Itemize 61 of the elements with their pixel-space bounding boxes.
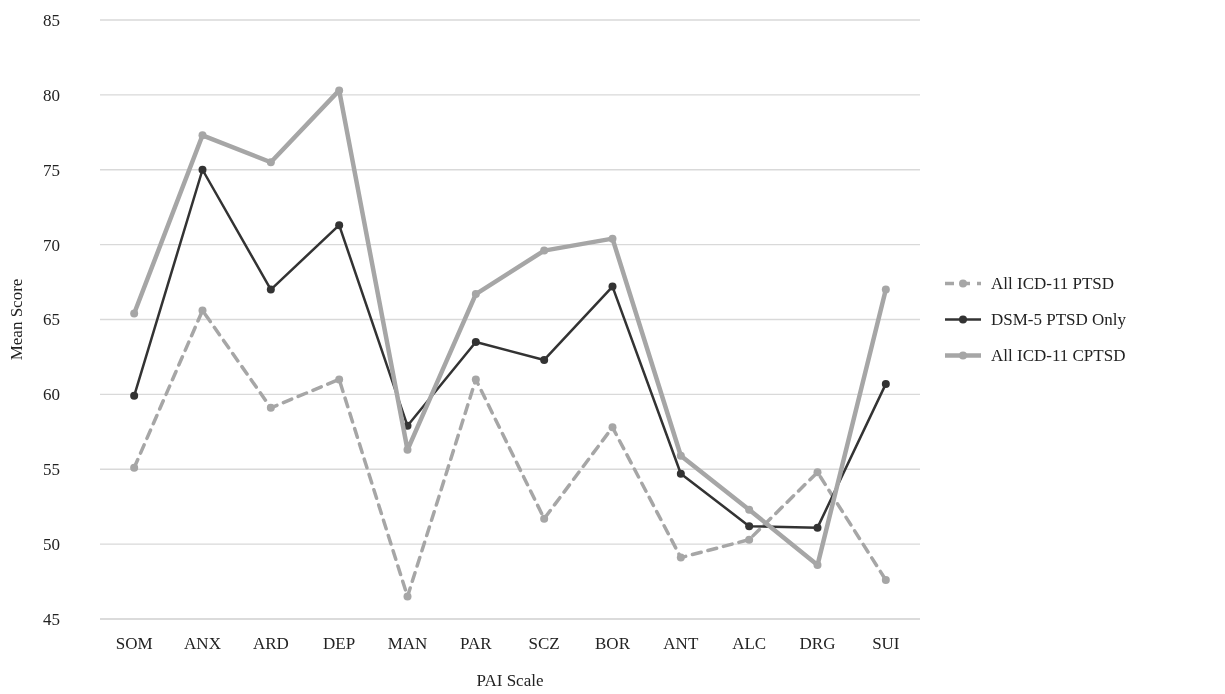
y-tick-label: 65	[43, 310, 60, 330]
point	[881, 285, 890, 294]
x-tick-label: PAR	[460, 634, 493, 653]
x-tick-label: ALC	[732, 634, 767, 653]
y-tick-label: 85	[43, 10, 60, 30]
point	[745, 505, 754, 514]
y-axis-title: Mean Score	[7, 278, 26, 361]
point	[198, 306, 207, 315]
x-tick-label: SUI	[872, 634, 900, 653]
x-tick-label: DEP	[323, 634, 356, 653]
x-tick-label: ARD	[252, 634, 289, 653]
legend-label: DSM-5 PTSD Only	[991, 310, 1127, 330]
point	[540, 246, 549, 255]
point	[745, 522, 754, 531]
point	[881, 576, 890, 585]
point	[881, 379, 890, 388]
point	[335, 375, 344, 384]
point	[608, 282, 617, 291]
y-tick-label: 60	[43, 385, 60, 405]
x-tick-label: ANT	[663, 634, 699, 653]
y-tick-label: 70	[43, 235, 60, 255]
x-tick-label: MAN	[387, 634, 428, 653]
point	[471, 375, 480, 384]
point	[745, 535, 754, 544]
point	[813, 561, 822, 570]
point	[130, 463, 139, 472]
point	[676, 469, 685, 478]
point	[403, 445, 412, 454]
x-tick-label: ANX	[184, 634, 221, 653]
x-tick-label: BOR	[595, 634, 631, 653]
y-tick-label: 50	[43, 535, 60, 555]
point	[471, 290, 480, 299]
point	[608, 423, 617, 432]
point	[130, 391, 139, 400]
point	[403, 592, 412, 601]
point	[540, 355, 549, 364]
point	[198, 131, 207, 140]
point	[676, 553, 685, 562]
point	[198, 165, 207, 174]
x-axis-title: PAI Scale	[476, 671, 544, 690]
x-tick-label: DRG	[799, 634, 836, 653]
point	[335, 221, 344, 230]
point	[130, 309, 139, 318]
point	[266, 403, 275, 412]
y-tick-label: 75	[43, 160, 60, 180]
point	[813, 523, 822, 532]
point	[676, 451, 685, 460]
point	[266, 158, 275, 167]
point	[471, 337, 480, 346]
y-tick-label: 80	[43, 85, 60, 105]
y-tick-label: 45	[43, 609, 60, 629]
x-tick-label: SOM	[115, 634, 153, 653]
point	[335, 86, 344, 95]
legend-label: All ICD-11 PTSD	[991, 274, 1115, 294]
point	[266, 285, 275, 294]
legend-label: All ICD-11 CPTSD	[991, 346, 1126, 366]
point	[608, 234, 617, 243]
point	[540, 514, 549, 523]
point	[813, 468, 822, 477]
x-tick-label: SCZ	[528, 634, 560, 653]
y-tick-label: 55	[43, 460, 60, 480]
